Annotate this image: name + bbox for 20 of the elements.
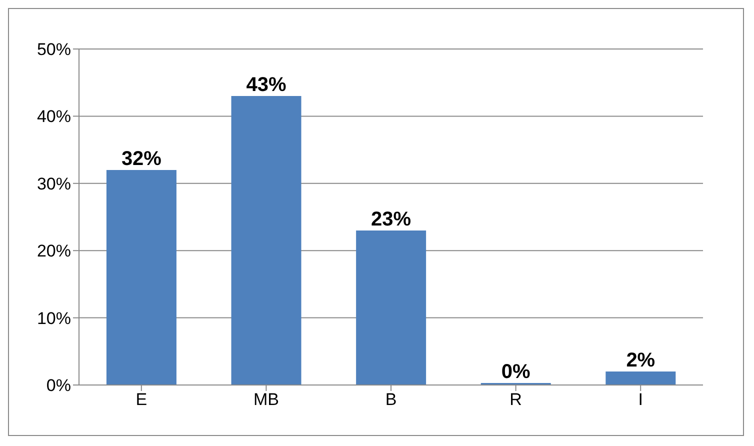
x-tick-label: I <box>638 390 643 410</box>
y-tick-label: 10% <box>36 308 71 328</box>
bar <box>606 372 676 385</box>
y-tick-label: 40% <box>36 107 71 126</box>
y-tick-label: 30% <box>36 174 71 194</box>
bar <box>231 96 302 385</box>
x-tick-label: R <box>510 390 522 410</box>
bar <box>106 170 176 385</box>
data-label: 0% <box>501 361 531 383</box>
data-label: 23% <box>371 208 412 230</box>
bar <box>356 230 426 385</box>
data-label: 43% <box>246 74 286 96</box>
x-tick-label: MB <box>253 390 279 410</box>
data-label: 2% <box>626 350 656 372</box>
y-tick-label: 0% <box>46 376 71 396</box>
data-label: 32% <box>121 148 162 170</box>
y-tick-label: 50% <box>36 40 71 60</box>
x-tick-label: B <box>385 390 397 410</box>
x-tick-label: E <box>136 390 148 410</box>
y-tick-label: 20% <box>36 242 71 261</box>
